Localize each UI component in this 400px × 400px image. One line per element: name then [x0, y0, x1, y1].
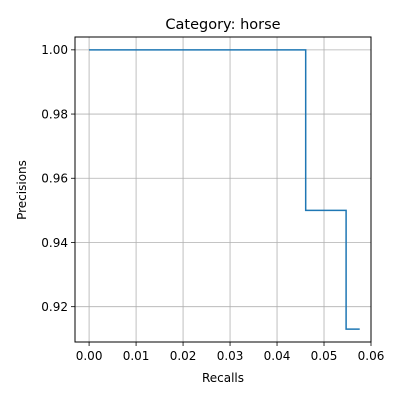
x-tick-label: 0.06 — [358, 349, 385, 363]
grid-lines — [75, 37, 372, 342]
plot-area — [89, 49, 360, 330]
y-axis-ticks: 0.92 0.94 0.96 0.98 1.00 — [41, 43, 75, 314]
x-tick-label: 0.01 — [123, 349, 150, 363]
y-tick-label: 0.98 — [41, 107, 68, 121]
y-axis-label: Precisions — [15, 160, 29, 220]
x-tick-label: 0.02 — [170, 349, 197, 363]
x-axis-label: Recalls — [202, 371, 244, 385]
axes-frame — [74, 36, 372, 343]
x-axis-ticks: 0.00 0.01 0.02 0.03 0.04 0.05 0.06 — [76, 342, 385, 363]
x-tick-label: 0.04 — [264, 349, 291, 363]
x-tick-label: 0.05 — [311, 349, 338, 363]
y-tick-label: 0.92 — [41, 300, 68, 314]
chart-title: Category: horse — [165, 17, 280, 33]
y-tick-label: 1.00 — [41, 43, 68, 57]
pr-curve-line — [89, 49, 360, 330]
x-tick-label: 0.00 — [76, 349, 103, 363]
y-tick-label: 0.96 — [41, 172, 68, 186]
x-tick-label: 0.03 — [217, 349, 244, 363]
y-tick-label: 0.94 — [41, 236, 68, 250]
